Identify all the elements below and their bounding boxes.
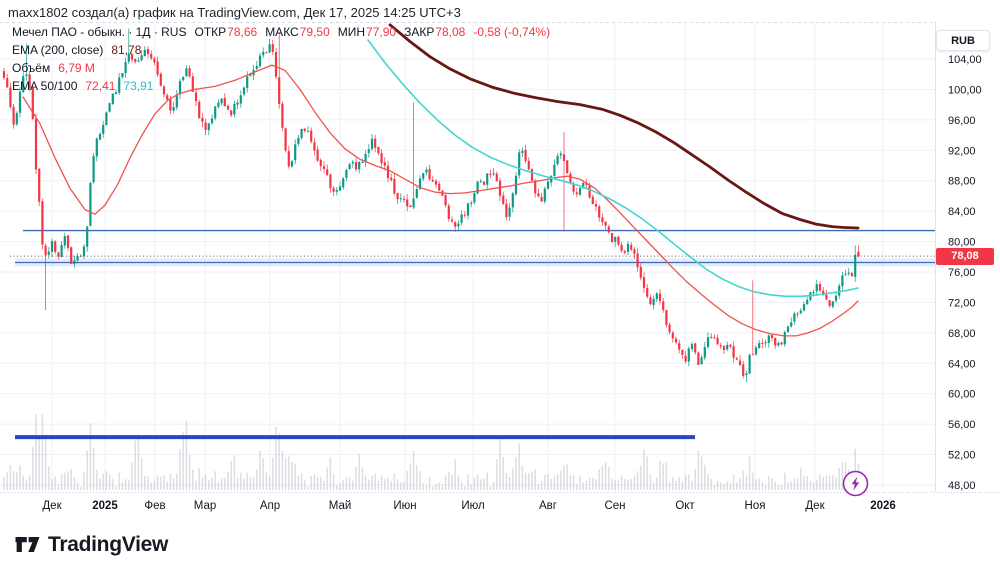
time-tick-label: Апр xyxy=(260,500,280,512)
legend-ema200-row[interactable]: EMA (200, close) 81,78 xyxy=(12,41,550,59)
tradingview-logo-icon xyxy=(15,537,40,552)
open-label: ОТКР xyxy=(194,25,227,39)
price-tick-label: 104,00 xyxy=(948,54,982,66)
time-tick-label: Мар xyxy=(194,500,217,512)
low-value: 77,90 xyxy=(366,25,397,39)
price-tick-label: 64,00 xyxy=(948,358,976,370)
time-tick-label: Ноя xyxy=(745,500,766,512)
ema50-line xyxy=(22,64,859,337)
change-value: -0,58 (-0,74%) xyxy=(473,25,551,39)
chart-legend: Мечел ПАО - обыкн. · 1Д · RUS ОТКР 78,66 … xyxy=(12,23,550,95)
ema200-value: 81,78 xyxy=(111,43,142,57)
volume-label: Объём xyxy=(12,61,51,75)
candlestick-series[interactable] xyxy=(2,28,860,383)
chart-attribution: maxx1802 создал(а) график на TradingView… xyxy=(8,5,461,20)
ema100-line xyxy=(367,39,859,298)
symbol-title[interactable]: Мечел ПАО - обыкн. · 1Д · RUS xyxy=(12,25,187,39)
time-tick-label: Сен xyxy=(604,500,625,512)
price-tick-label: 84,00 xyxy=(948,206,976,218)
close-label: ЗАКР xyxy=(404,25,435,39)
tradingview-logo[interactable]: TradingView xyxy=(14,531,168,558)
time-tick-label: Дек xyxy=(805,500,825,512)
legend-symbol-row[interactable]: Мечел ПАО - обыкн. · 1Д · RUS ОТКР 78,66 … xyxy=(12,23,550,41)
open-value: 78,66 xyxy=(227,25,258,39)
price-chart[interactable]: 104,00 100,00 96,00 92,00 88,00 84,00 80,00 76,… xyxy=(0,0,1000,518)
ema100-value: 73,91 xyxy=(123,79,154,93)
time-tick-label: Дек xyxy=(42,500,62,512)
grid-lines xyxy=(0,22,935,492)
ema200-label: EMA (200, close) xyxy=(12,43,104,57)
time-tick-label: 2025 xyxy=(92,500,118,512)
drawing-levels[interactable] xyxy=(15,229,935,440)
legend-volume-row[interactable]: Объём 6,79 М xyxy=(12,59,550,77)
ema200-line xyxy=(388,23,860,230)
last-price-badge: 78,08 xyxy=(936,247,994,265)
close-value: 78,08 xyxy=(435,25,466,39)
price-tick-label: 92,00 xyxy=(948,145,976,157)
price-tick-label: 80,00 xyxy=(948,237,976,249)
time-tick-label: Май xyxy=(329,500,352,512)
currency-button[interactable]: RUB xyxy=(936,30,990,51)
lightning-icon xyxy=(842,470,869,497)
tradingview-logo-text: TradingView xyxy=(48,532,169,556)
volume-value: 6,79 М xyxy=(58,61,95,75)
footer: TradingView xyxy=(0,518,1000,575)
quick-trade-button[interactable] xyxy=(841,469,870,498)
time-tick-label: Фев xyxy=(144,500,165,512)
price-tick-label: 76,00 xyxy=(948,267,976,279)
ema-fast-label: EMA 50/100 xyxy=(12,79,78,93)
legend-ema-fast-row[interactable]: EMA 50/100 72,41 73,91 xyxy=(12,77,550,95)
price-tick-label: 56,00 xyxy=(948,419,976,431)
price-tick-label: 68,00 xyxy=(948,328,976,340)
price-tick-label: 88,00 xyxy=(948,176,976,188)
time-tick-label: Июн xyxy=(393,500,416,512)
time-tick-label: Авг xyxy=(539,500,557,512)
price-scale[interactable]: 104,00 100,00 96,00 92,00 88,00 84,00 80,00 76,… xyxy=(935,22,982,518)
price-tick-label: 100,00 xyxy=(948,84,982,96)
time-tick-label: 2026 xyxy=(870,500,896,512)
price-tick-label: 72,00 xyxy=(948,297,976,309)
ema-overlays xyxy=(22,23,860,337)
time-tick-label: Июл xyxy=(461,500,484,512)
low-label: МИН xyxy=(337,25,366,39)
time-scale[interactable]: Дек 2025 Фев Мар Апр Май Июн Июл Авг Сен Окт Ноя Дек… xyxy=(0,492,1000,518)
high-value: 79,50 xyxy=(299,25,330,39)
price-tick-label: 52,00 xyxy=(948,450,976,462)
volume-bars xyxy=(3,414,860,490)
ema50-value: 72,41 xyxy=(85,79,116,93)
high-label: МАКС xyxy=(265,25,299,39)
time-tick-label: Окт xyxy=(675,500,695,512)
price-tick-label: 60,00 xyxy=(948,389,976,401)
price-tick-label: 48,00 xyxy=(948,480,976,492)
price-tick-label: 96,00 xyxy=(948,115,976,127)
